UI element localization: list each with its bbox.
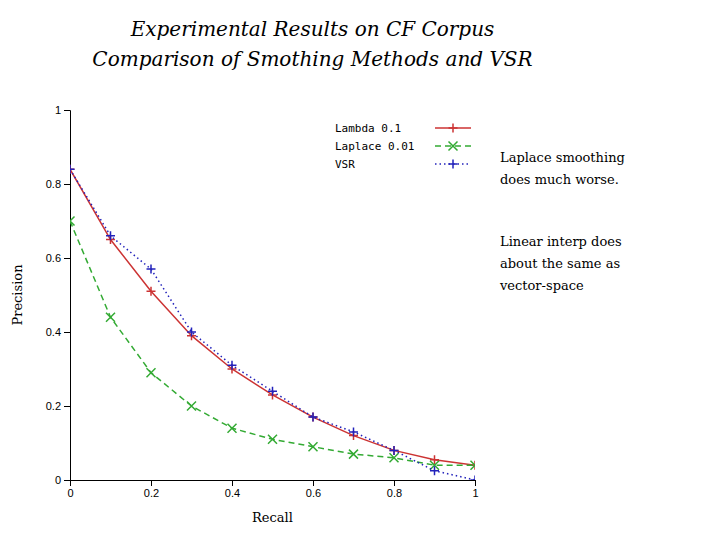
x-tick: 1 <box>472 480 478 499</box>
x-tick-label: 0.6 <box>306 487 321 499</box>
y-axis: 0 0.2 0.4 0.6 0.8 1 <box>46 104 71 486</box>
legend-label: Laplace 0.01 <box>335 140 414 153</box>
x-tick-label: 0.4 <box>225 487 240 499</box>
x-axis-title: Recall <box>252 510 293 525</box>
point-marker <box>228 424 237 433</box>
point-marker <box>228 361 237 370</box>
series-line <box>70 169 475 465</box>
point-marker <box>430 466 439 475</box>
annotation: Linear interp does <box>500 234 622 249</box>
annotation: about the same as <box>500 256 620 271</box>
x-tick: 0.6 <box>306 480 321 499</box>
point-marker <box>471 461 476 470</box>
annotation: vector-space <box>499 278 584 293</box>
plot: 0 0.2 0.4 0.6 0.8 1 0 0.2 0.4 0.6 0.8 1 Recall Precis… <box>10 104 480 525</box>
y-tick-mark <box>64 110 70 111</box>
point-marker <box>268 435 277 444</box>
x-tick: 0.4 <box>225 480 240 499</box>
y-tick-mark <box>64 258 70 259</box>
y-tick: 0.8 <box>46 178 70 190</box>
y-tick: 0.6 <box>46 252 70 264</box>
point-marker <box>187 402 196 411</box>
x-axis: 0 0.2 0.4 0.6 0.8 1 <box>67 480 478 499</box>
point-marker <box>349 450 358 459</box>
subtitle: Comparison of Smothing Methods and VSR <box>92 47 532 71</box>
y-tick-label: 0.4 <box>46 326 61 338</box>
y-axis-line <box>64 111 71 481</box>
point-marker <box>390 446 399 455</box>
legend-entry: VSR <box>335 158 471 171</box>
y-tick-label: 0 <box>55 474 61 486</box>
series-line <box>70 169 475 480</box>
x-tick-label: 1 <box>472 487 478 499</box>
point-marker <box>70 165 75 174</box>
legend-entry: Laplace 0.01 <box>335 140 471 153</box>
point-marker <box>471 476 476 481</box>
y-tick-label: 0.6 <box>46 252 61 264</box>
y-tick-label: 1 <box>55 104 61 116</box>
point-marker <box>309 413 318 422</box>
y-tick-label: 0.8 <box>46 178 61 190</box>
legend-label: VSR <box>335 158 355 171</box>
legend: Lambda 0.1 Laplace 0.01 VSR <box>335 122 471 171</box>
y-tick: 0.2 <box>46 400 70 412</box>
legend-label: Lambda 0.1 <box>335 122 401 135</box>
point-marker <box>309 413 318 422</box>
marks <box>70 165 475 480</box>
x-axis-line <box>71 481 476 487</box>
x-tick: 0.2 <box>144 480 159 499</box>
y-tick: 1 <box>55 104 70 116</box>
legend-marker <box>449 142 458 151</box>
x-tick-mark <box>151 480 152 486</box>
point-marker <box>390 446 399 455</box>
annotation: Laplace smoothing <box>500 150 625 165</box>
point-marker <box>147 265 156 274</box>
point-marker <box>187 328 196 337</box>
x-tick-mark <box>394 480 395 486</box>
y-tick: 0.4 <box>46 326 70 338</box>
point-marker <box>106 231 115 240</box>
x-tick: 0.8 <box>387 480 402 499</box>
chart: Experimental Results on CF Corpus Compari… <box>0 0 720 540</box>
x-tick-label: 0.2 <box>144 487 159 499</box>
x-tick-mark <box>232 480 233 486</box>
x-tick-label: 0 <box>67 487 73 499</box>
x-tick-label: 0.8 <box>387 487 402 499</box>
annotation: does much worse. <box>500 172 619 187</box>
point-marker <box>309 442 318 451</box>
y-axis-title: Precision <box>10 264 25 326</box>
title: Experimental Results on CF Corpus <box>130 17 495 41</box>
x-tick: 0 <box>67 480 73 499</box>
legend-marker <box>449 124 458 133</box>
legend-entry: Lambda 0.1 <box>335 122 471 135</box>
y-tick: 0 <box>55 474 70 486</box>
y-tick-mark <box>64 184 70 185</box>
point-marker <box>147 368 156 377</box>
y-tick-mark <box>64 480 70 481</box>
x-tick-mark <box>313 480 314 486</box>
x-tick-mark <box>475 480 476 486</box>
y-tick-mark <box>64 406 70 407</box>
point-marker <box>106 313 115 322</box>
point-marker <box>70 217 75 226</box>
point-marker <box>70 165 75 174</box>
legend-marker <box>449 160 458 169</box>
y-tick-label: 0.2 <box>46 400 61 412</box>
series-line <box>70 221 475 465</box>
y-tick-mark <box>64 332 70 333</box>
point-marker <box>147 287 156 296</box>
point-marker <box>268 387 277 396</box>
point-marker <box>349 427 358 436</box>
